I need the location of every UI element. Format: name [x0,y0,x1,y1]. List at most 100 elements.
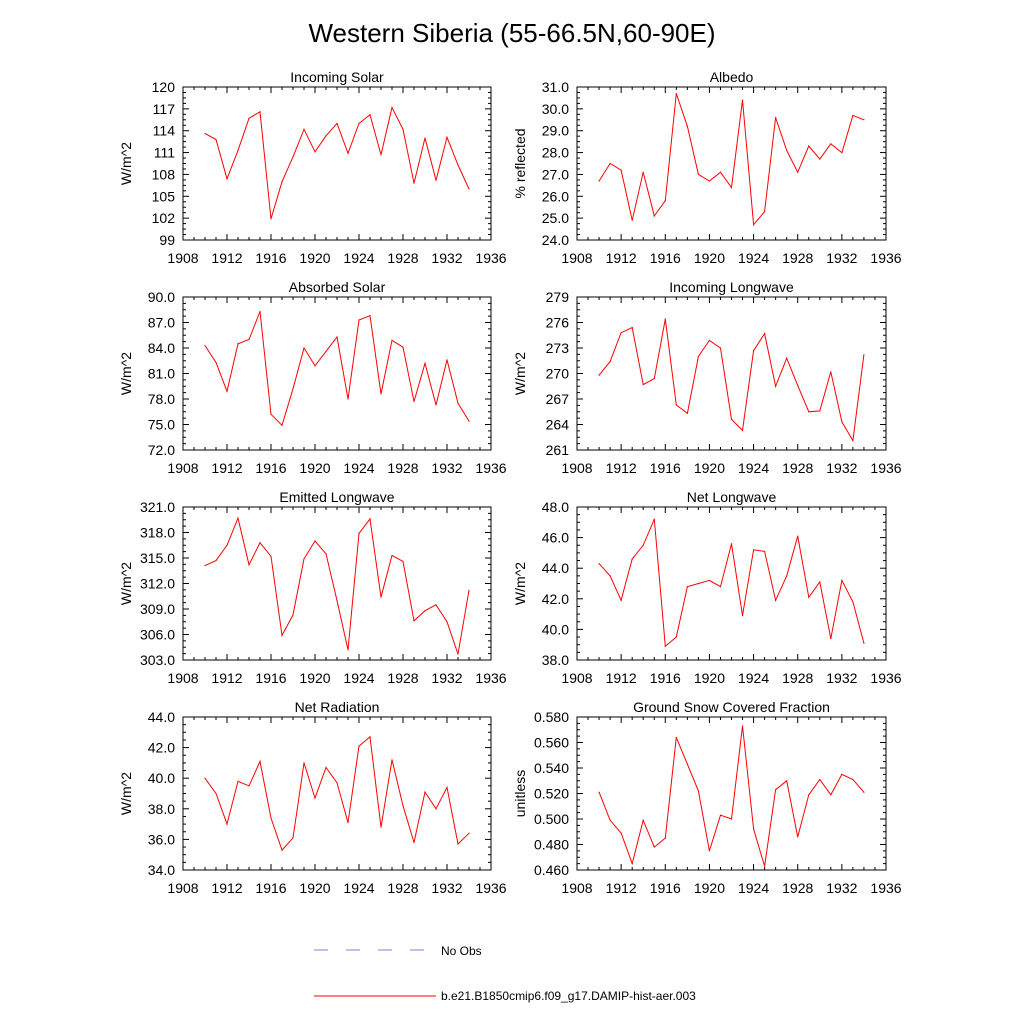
y-tick-label: 27.0 [542,166,569,182]
data-point [841,151,843,154]
panel-4: Emitted Longwave W/m^2 1908 1912 1916 1920 192… [118,489,507,686]
x-tick-label: 1908 [561,670,592,686]
x-tick-label: 1932 [826,670,857,686]
data-point [281,634,283,636]
x-tick-label: 1916 [650,880,681,896]
data-point [642,819,644,821]
data-point [413,620,415,622]
y-axis-label: % reflected [512,128,528,198]
data-point [775,385,777,387]
data-point [653,378,655,380]
data-point [675,92,677,95]
data-point [852,114,854,117]
data-point [292,388,294,390]
data-point [259,310,261,313]
y-tick-label: 312.0 [140,576,175,592]
data-point [215,138,217,141]
y-tick-label: 0.540 [534,760,569,776]
series-line [204,516,470,655]
series-line [598,725,865,867]
data-point [248,564,250,566]
data-point [435,604,437,606]
data-point [764,865,766,867]
data-point [697,790,699,792]
y-tick-label: 0.560 [534,735,569,751]
data-point [281,181,283,183]
data-point [786,357,788,359]
data-point [808,794,810,796]
data-point [598,374,600,376]
panel-6: Net Radiation W/m^2 1908 1912 1916 1920 1924 19… [118,699,507,896]
data-point [259,760,261,762]
data-point [204,133,206,135]
data-point [708,339,711,341]
x-tick-label: 1928 [387,670,418,686]
data-point [336,122,338,125]
data-point [764,550,766,552]
y-axis-label: W/m^2 [512,352,528,395]
x-tick-label: 1936 [475,670,506,686]
data-point [325,350,327,352]
data-point [741,725,744,727]
data-point [830,794,832,796]
data-point [642,544,644,546]
data-point [863,642,865,644]
x-tick-label: 1920 [299,670,330,686]
y-tick-label: 267 [546,391,570,407]
data-point [653,518,655,520]
data-point [380,596,382,598]
data-point [303,128,305,130]
data-point [215,361,217,364]
panel-title: Incoming Longwave [669,279,794,295]
y-tick-label: 31.0 [542,79,569,95]
data-point [204,565,206,567]
data-point [609,575,611,577]
y-tick-label: 99 [159,232,175,248]
data-point [631,863,633,865]
plot-frame [576,716,887,871]
data-point [775,789,777,791]
y-tick-label: 303.0 [140,652,175,668]
data-point [730,186,733,189]
data-point [468,832,470,834]
data-point [719,171,722,173]
data-point [424,137,426,139]
data-point [237,343,239,345]
data-point [292,837,294,839]
x-tick-label: 1912 [211,670,242,686]
y-tick-label: 75.0 [148,417,175,433]
data-point [830,371,832,373]
data-point [424,610,426,612]
data-point [841,773,843,775]
data-point [786,149,788,151]
plot-frame [576,296,887,451]
y-tick-label: 102 [152,210,176,226]
data-point [675,636,677,638]
data-point [303,762,305,764]
data-point [347,398,349,400]
data-point [752,549,755,551]
data-point [819,778,821,781]
x-tick-label: 1912 [211,460,242,476]
data-point [752,828,755,830]
data-point [631,558,633,560]
data-point [457,164,459,166]
x-tick-label: 1912 [211,880,242,896]
data-point [303,347,305,349]
data-point [457,843,459,845]
x-tick-label: 1928 [782,880,813,896]
data-point [609,361,611,363]
data-point [380,393,382,395]
y-axis-label: W/m^2 [512,562,528,605]
x-tick-label: 1916 [255,250,286,266]
data-point [457,653,459,655]
data-point [358,745,360,747]
x-tick-label: 1920 [694,250,725,266]
data-point [609,162,611,165]
data-point [653,215,655,217]
y-tick-label: 0.460 [534,862,569,878]
y-tick-label: 40.0 [542,621,569,637]
data-point [730,543,733,545]
data-point [631,327,633,329]
panel-title: Absorbed Solar [289,279,386,295]
